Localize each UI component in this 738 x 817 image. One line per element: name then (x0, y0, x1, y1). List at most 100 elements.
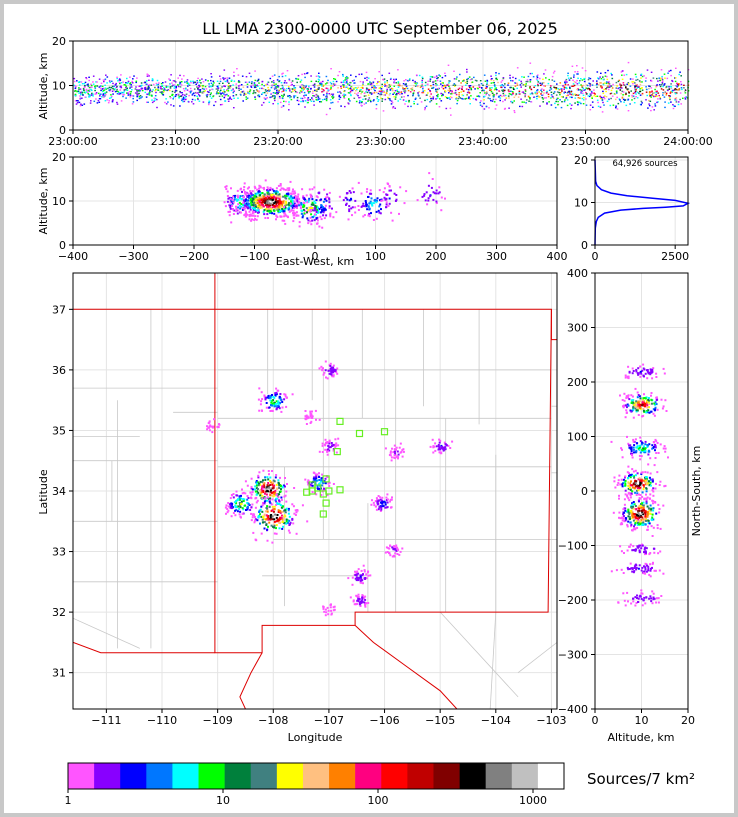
east-west-source (310, 223, 313, 226)
time-height-source (458, 80, 460, 82)
time-height-source (233, 80, 236, 82)
time-height-source (582, 99, 585, 101)
east-west-source (290, 193, 293, 195)
time-height-source (104, 95, 106, 97)
plan-view-source (209, 424, 212, 427)
plan-view-source (234, 514, 237, 517)
time-height-source (317, 88, 320, 90)
time-height-source (84, 81, 87, 84)
plan-view-source (282, 517, 285, 520)
time-height-source (603, 104, 605, 106)
plan-view-source (393, 454, 396, 457)
time-height-source (221, 95, 224, 97)
plan-view-source (279, 484, 282, 487)
time-height-source (236, 68, 238, 70)
time-height-source (618, 87, 621, 89)
north-south-source (633, 403, 636, 406)
plan-view-source (277, 479, 280, 482)
east-west-source (232, 201, 235, 204)
time-height-source (652, 77, 655, 79)
plan-view-source (328, 442, 331, 445)
time-height-source (480, 83, 483, 85)
time-height-source (110, 94, 112, 96)
time-height-source (421, 81, 423, 83)
east-west-source (246, 207, 249, 210)
time-height-source (174, 81, 177, 83)
time-height-source (404, 90, 407, 92)
north-south-source (647, 409, 650, 412)
east-west-source (244, 210, 247, 213)
time-height-source (415, 97, 417, 99)
time-height-source (135, 80, 138, 82)
time-height-source (221, 103, 224, 106)
north-south-source (645, 401, 648, 404)
time-height-source (172, 84, 174, 86)
time-height-source (273, 95, 276, 97)
plan-view-source (258, 510, 261, 513)
north-south-source (655, 396, 658, 399)
time-height-source (648, 85, 650, 87)
time-height-source (591, 92, 594, 94)
east-west-source (311, 188, 314, 191)
time-height-source (286, 70, 289, 72)
time-height-source (551, 95, 554, 98)
time-height-source (645, 77, 647, 79)
time-height-source (479, 80, 482, 82)
plan-view-source (244, 480, 247, 483)
plan-view-source (280, 496, 283, 499)
time-height-source (99, 87, 102, 89)
time-height-source (537, 83, 539, 86)
plan-view-source (283, 398, 286, 401)
time-height-source (611, 77, 614, 80)
plan-view-source (269, 410, 272, 412)
north-south-source (644, 440, 647, 443)
plan-view-source (273, 492, 276, 495)
plan-view-source (271, 498, 274, 501)
time-height-source (382, 110, 385, 112)
east-west-source (287, 203, 290, 206)
plan-view-source (275, 474, 278, 476)
north-south-source (619, 394, 621, 397)
north-south-source (637, 403, 640, 406)
plan-view-source (285, 518, 288, 521)
east-west-source (254, 206, 257, 209)
time-height-source (458, 92, 460, 94)
time-height-source (405, 87, 408, 89)
time-height-source (256, 90, 259, 92)
time-height-source (281, 87, 284, 90)
plan-view-source (284, 485, 286, 488)
plan-view-source (361, 600, 364, 603)
time-height-source (537, 74, 539, 76)
time-height-source (494, 108, 497, 110)
time-height-source (261, 83, 263, 86)
plan-view-source (326, 450, 329, 453)
time-height-source (565, 97, 568, 99)
east-west-source (277, 199, 280, 202)
x-tick-label: 300 (486, 250, 507, 263)
time-height-source (153, 100, 155, 102)
east-west-source (271, 188, 274, 191)
time-height-source (361, 91, 363, 93)
time-height-source (96, 102, 99, 104)
north-south-source (628, 398, 631, 401)
time-height-source (105, 88, 107, 90)
time-height-source (198, 81, 201, 83)
time-height-source (567, 72, 569, 74)
east-west-source (305, 207, 308, 210)
time-height-source (202, 81, 205, 83)
time-height-source (646, 88, 648, 91)
time-height-source (89, 94, 91, 96)
time-height-source (179, 95, 182, 97)
time-height-source (90, 94, 93, 96)
time-height-source (623, 74, 625, 76)
time-height-source (445, 107, 448, 110)
east-west-source (249, 199, 252, 202)
time-height-source (554, 106, 557, 109)
plan-view-source (264, 497, 267, 500)
time-height-source (264, 84, 267, 86)
time-height-source (217, 92, 220, 95)
time-height-source (78, 81, 81, 83)
east-west-source (263, 188, 266, 191)
plan-view-source (255, 501, 258, 504)
time-height-source (263, 91, 266, 94)
